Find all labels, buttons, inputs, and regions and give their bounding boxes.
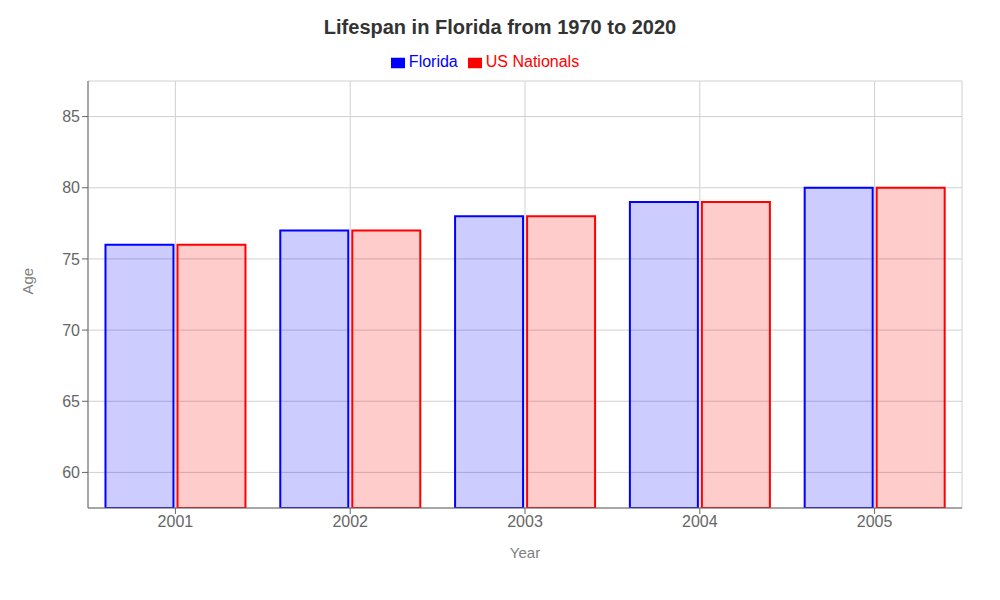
svg-text:2003: 2003 [507,513,543,530]
svg-text:60: 60 [62,464,80,481]
svg-text:65: 65 [62,393,80,410]
html-text:Lifespan in Florida from 1970: Lifespan in Florida from 1970 to 2020 [323,16,677,38]
html-text:Florida: Florida [408,53,458,70]
svg-text:Age: Age [19,268,36,295]
html-text:US Nationals: US Nationals [485,53,580,70]
svg-text:2002: 2002 [332,513,368,530]
svg-text:85: 85 [62,108,80,125]
svg-text:80: 80 [62,179,80,196]
svg-text:75: 75 [62,251,80,268]
svg-text:Year: Year [510,544,540,561]
svg-text:70: 70 [62,322,80,339]
svg-text:2001: 2001 [158,513,194,530]
svg-text:2004: 2004 [682,513,718,530]
svg-text:2005: 2005 [857,513,893,530]
